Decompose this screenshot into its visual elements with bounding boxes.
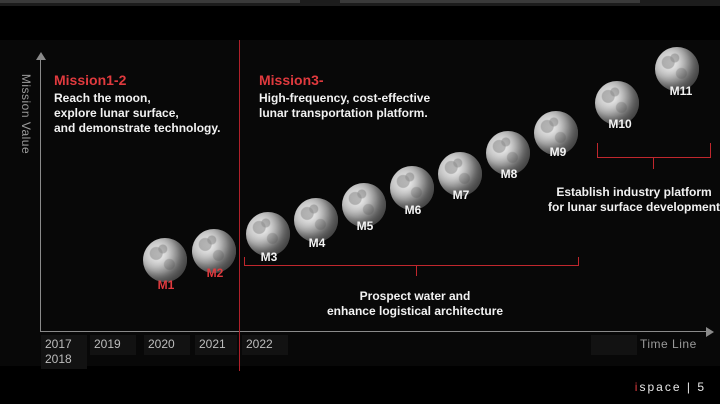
phase1-heading: Mission1-2 xyxy=(54,72,127,88)
brace-industry xyxy=(597,143,711,158)
mission-label-m6: M6 xyxy=(404,203,422,217)
top-bar-segment xyxy=(0,0,300,3)
brace-industry-line: for lunar surface development xyxy=(548,200,720,214)
y-axis xyxy=(40,58,41,332)
phase1-line: and demonstrate technology. xyxy=(54,121,221,135)
brace-industry-tip xyxy=(653,157,654,169)
year-2020: 2020 xyxy=(144,335,190,355)
moon-m3-icon xyxy=(246,212,290,256)
mission-label-m7: M7 xyxy=(452,188,470,202)
mission-label-m5: M5 xyxy=(356,219,374,233)
top-bar xyxy=(0,0,720,6)
brace-industry-caption: Establish industry platform for lunar su… xyxy=(548,185,720,215)
year-blank xyxy=(591,335,637,355)
moon-m1-icon xyxy=(143,238,187,282)
moon-m11-icon xyxy=(655,47,699,91)
logo-dot: i xyxy=(634,380,640,394)
mission-label-m1: M1 xyxy=(157,278,175,292)
mission-label-m11: M11 xyxy=(669,84,693,98)
phase2-line: lunar transportation platform. xyxy=(259,106,428,120)
year-2019: 2019 xyxy=(90,335,136,355)
mission-label-m9: M9 xyxy=(549,145,567,159)
x-axis xyxy=(40,331,708,332)
brace-water-line: enhance logistical architecture xyxy=(326,304,504,318)
phase1-line: explore lunar surface, xyxy=(54,106,179,120)
mission-label-m3: M3 xyxy=(260,250,278,264)
year-label: 2018 xyxy=(45,352,72,366)
brace-water xyxy=(244,257,579,266)
moon-m2-icon xyxy=(192,229,236,273)
year-2017-2018: 2017 2018 xyxy=(41,335,87,369)
moon-m7-icon xyxy=(438,152,482,196)
phase2-heading: Mission3- xyxy=(259,72,324,88)
page-number: 5 xyxy=(697,380,706,394)
y-axis-arrow xyxy=(36,52,46,60)
logo-brand: space xyxy=(639,380,682,394)
moon-m5-icon xyxy=(342,183,386,227)
mission-label-m2: M2 xyxy=(206,266,224,280)
moon-m4-icon xyxy=(294,198,338,242)
year-2021: 2021 xyxy=(195,335,237,355)
moon-m10-icon xyxy=(595,81,639,125)
phase2-line: High-frequency, cost-effective xyxy=(259,91,431,105)
phase1-description: Reach the moon, explore lunar surface, a… xyxy=(54,91,220,136)
x-axis-title: Time Line xyxy=(640,337,697,351)
footer-separator: | xyxy=(686,380,692,394)
y-axis-title: Mission Value xyxy=(18,66,34,162)
brace-industry-line: Establish industry platform xyxy=(556,185,712,199)
year-2022: 2022 xyxy=(242,335,288,355)
year-label: 2017 xyxy=(45,337,72,351)
phase-divider-line xyxy=(239,40,240,371)
mission-label-m10: M10 xyxy=(608,117,632,131)
brace-water-tip xyxy=(416,265,417,276)
phase1-line: Reach the moon, xyxy=(54,91,151,105)
mission-label-m4: M4 xyxy=(308,236,326,250)
top-bar-segment xyxy=(340,0,640,3)
x-axis-arrow xyxy=(706,327,714,337)
brace-water-line: Prospect water and xyxy=(359,289,471,303)
brace-water-caption: Prospect water and enhance logistical ar… xyxy=(300,289,530,319)
y-axis-title-text: Mission Value xyxy=(19,73,33,155)
moon-m9-icon xyxy=(534,111,578,155)
footer-logo: ispace | 5 xyxy=(635,380,706,394)
mission-label-m8: M8 xyxy=(500,167,518,181)
moon-m8-icon xyxy=(486,131,530,175)
moon-m6-icon xyxy=(390,166,434,210)
phase2-description: High-frequency, cost-effective lunar tra… xyxy=(259,91,430,121)
